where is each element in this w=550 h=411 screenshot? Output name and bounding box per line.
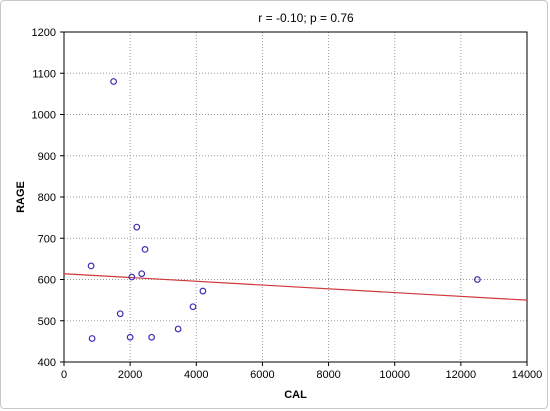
y-tick-label: 1100: [32, 68, 56, 80]
x-tick-label: 8000: [316, 369, 340, 381]
x-tick-label: 12000: [446, 369, 477, 381]
y-axis-label: RAGE: [15, 181, 27, 213]
x-tick-label: 4000: [184, 369, 208, 381]
y-tick-label: 500: [38, 316, 56, 328]
chart-title: r = -0.10; p = 0.76: [258, 11, 354, 25]
data-point: [133, 223, 141, 231]
x-tick-label: 2000: [118, 369, 142, 381]
points-layer: [87, 78, 481, 342]
fit-line-layer: [63, 273, 528, 301]
data-point: [199, 287, 207, 295]
x-tick-label: 0: [61, 369, 67, 381]
y-tick-label: 1000: [32, 110, 56, 122]
data-point: [141, 245, 149, 253]
y-tick-label: 800: [38, 192, 56, 204]
data-point: [148, 333, 156, 341]
data-point: [126, 333, 134, 341]
fit-line: [63, 273, 528, 301]
data-point: [138, 270, 146, 278]
x-tick-label: 14000: [512, 369, 543, 381]
data-point: [473, 276, 481, 283]
data-point: [116, 310, 124, 318]
data-point: [87, 262, 95, 270]
y-tick-label: 900: [38, 151, 56, 163]
axis-ticks: 0 2000 4000 6000 8000 10000 12000 14000 400 500 60…: [32, 27, 543, 381]
y-tick-label: 600: [38, 275, 56, 287]
data-point: [128, 273, 136, 281]
data-point: [189, 303, 197, 311]
x-tick-label: 6000: [250, 369, 274, 381]
grid: [64, 32, 527, 362]
data-point: [174, 325, 182, 333]
x-tick-label: 10000: [379, 369, 410, 381]
x-axis-label: CAL: [284, 389, 307, 401]
y-tick-label: 1200: [32, 27, 56, 39]
data-point: [110, 78, 118, 85]
y-tick-label: 400: [38, 357, 56, 369]
y-tick-label: 700: [38, 233, 56, 245]
data-point: [88, 335, 96, 342]
